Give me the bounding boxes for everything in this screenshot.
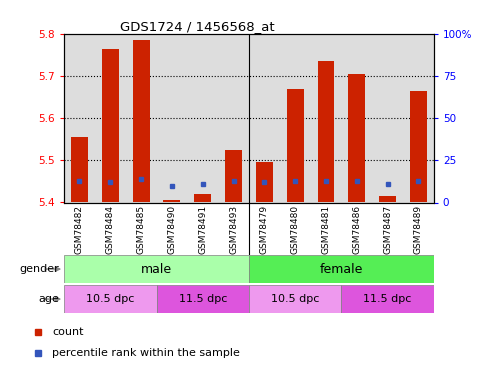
Bar [71, 137, 88, 202]
Text: male: male [141, 262, 172, 276]
Text: percentile rank within the sample: percentile rank within the sample [52, 348, 240, 357]
Text: GSM78479: GSM78479 [260, 205, 269, 254]
Bar [133, 40, 149, 203]
Bar [102, 48, 119, 202]
Text: gender: gender [19, 264, 59, 274]
Text: GSM78482: GSM78482 [75, 205, 84, 254]
Bar [194, 194, 211, 202]
Bar [64, 255, 249, 283]
Bar [349, 74, 365, 202]
Text: GSM78484: GSM78484 [106, 205, 115, 254]
Text: GSM78486: GSM78486 [352, 205, 361, 254]
Text: GSM78489: GSM78489 [414, 205, 423, 254]
Text: count: count [52, 327, 84, 337]
Bar [317, 61, 334, 202]
Text: GDS1724 / 1456568_at: GDS1724 / 1456568_at [120, 20, 274, 33]
Bar [249, 255, 434, 283]
Text: 10.5 dpc: 10.5 dpc [271, 294, 319, 304]
Text: GSM78481: GSM78481 [321, 205, 330, 254]
Bar [341, 285, 434, 313]
Bar [410, 91, 427, 202]
Bar [379, 196, 396, 202]
Bar [287, 88, 304, 202]
Text: GSM78485: GSM78485 [137, 205, 145, 254]
Bar [256, 162, 273, 202]
Text: 11.5 dpc: 11.5 dpc [363, 294, 412, 304]
Bar [157, 285, 249, 313]
Text: GSM78493: GSM78493 [229, 205, 238, 254]
Bar [164, 200, 180, 202]
Text: 11.5 dpc: 11.5 dpc [178, 294, 227, 304]
Text: GSM78490: GSM78490 [168, 205, 176, 254]
Bar [249, 285, 341, 313]
Text: age: age [38, 294, 59, 304]
Bar [225, 150, 242, 202]
Text: GSM78487: GSM78487 [383, 205, 392, 254]
Text: GSM78480: GSM78480 [291, 205, 300, 254]
Text: 10.5 dpc: 10.5 dpc [86, 294, 135, 304]
Text: female: female [320, 262, 363, 276]
Text: GSM78491: GSM78491 [198, 205, 207, 254]
Bar [64, 285, 157, 313]
